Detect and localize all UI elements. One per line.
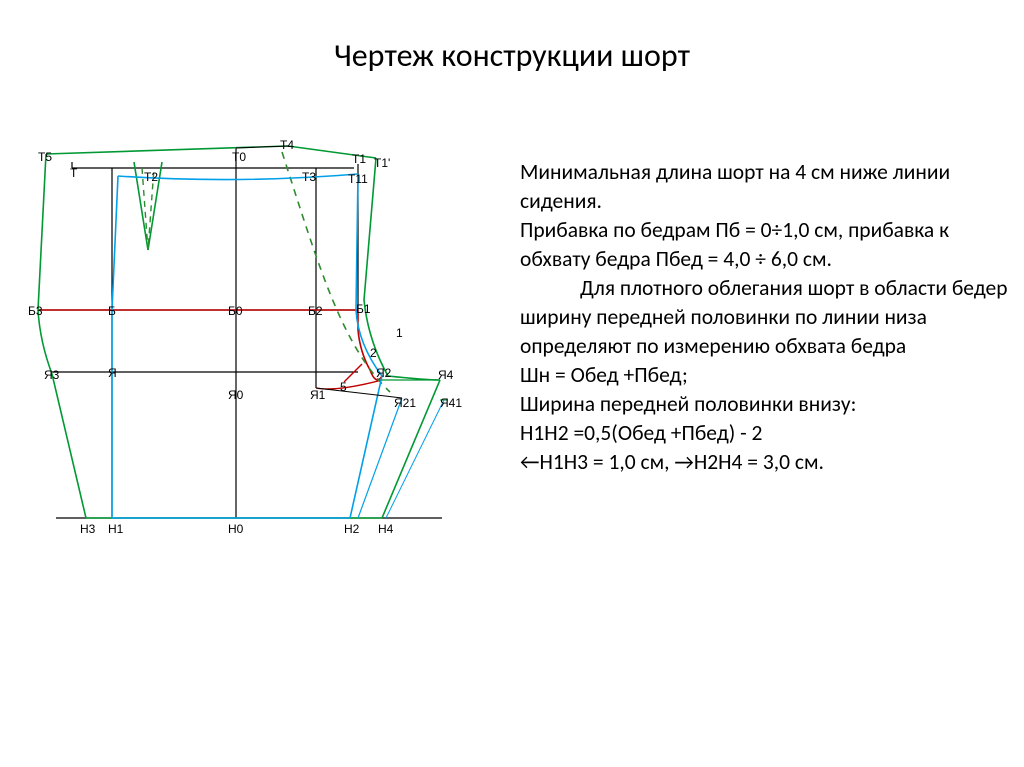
point-label: Т1 bbox=[352, 152, 366, 166]
p1: Минимальная длина шорт на 4 см ниже лини… bbox=[520, 158, 1010, 216]
point-label: Т bbox=[70, 166, 77, 180]
point-label: Н4 bbox=[378, 522, 393, 536]
point-label: Б bbox=[108, 304, 116, 318]
point-label: Б0 bbox=[228, 304, 243, 318]
point-label: Т5 bbox=[38, 150, 52, 164]
point-label: Т3 bbox=[302, 170, 316, 184]
point-label: Т1' bbox=[374, 156, 390, 170]
point-label: Я3 bbox=[44, 368, 59, 382]
point-label: Я0 bbox=[228, 388, 243, 402]
shorts-pattern-diagram: Т5 Т Т2 Т0 Т4 Т3 Т1 Т1' Т11 Б3 Б Б0 Б2 Б1 Я3 Я Я0 Я1 Я2 Я21… bbox=[28, 140, 500, 546]
point-label: Я41 bbox=[440, 396, 462, 410]
f1: Шн = Обед +Пбед; bbox=[520, 361, 1010, 390]
point-label: Н0 bbox=[228, 522, 243, 536]
point-label: Я bbox=[108, 366, 117, 380]
point-label: Б1 bbox=[356, 302, 371, 316]
p2: Прибавка по бедрам Пб = 0÷1,0 см, прибав… bbox=[520, 216, 1010, 274]
point-label: Т4 bbox=[280, 138, 294, 152]
point-label: Н2 bbox=[344, 522, 359, 536]
f4: ←Н1Н3 = 1,0 см, →Н2Н4 = 3,0 см. bbox=[520, 448, 1010, 477]
point-label: Я1 bbox=[310, 388, 325, 402]
point-label: Т2 bbox=[144, 170, 158, 184]
point-label: Т11 bbox=[348, 172, 368, 186]
description-text: Минимальная длина шорт на 4 см ниже лини… bbox=[520, 158, 1010, 477]
page-title: Чертеж конструкции шорт bbox=[0, 36, 1024, 75]
point-label: Б3 bbox=[28, 304, 43, 318]
f2: Ширина передней половинки внизу: bbox=[520, 390, 1010, 419]
point-label: 1 bbox=[396, 326, 403, 340]
point-label: Я21 bbox=[394, 396, 416, 410]
point-label: Н3 bbox=[80, 522, 95, 536]
point-label: 2 bbox=[370, 346, 377, 360]
point-label: Я2 bbox=[376, 366, 391, 380]
p3: Для плотного облегания шорт в области бе… bbox=[520, 274, 1010, 361]
point-label: Б2 bbox=[308, 304, 323, 318]
point-label: Н1 bbox=[108, 522, 123, 536]
point-label: 5 bbox=[340, 380, 347, 394]
f3: Н1Н2 =0,5(Обед +Пбед) - 2 bbox=[520, 419, 1010, 448]
point-label: Т0 bbox=[232, 150, 246, 164]
point-label: Я4 bbox=[438, 368, 453, 382]
